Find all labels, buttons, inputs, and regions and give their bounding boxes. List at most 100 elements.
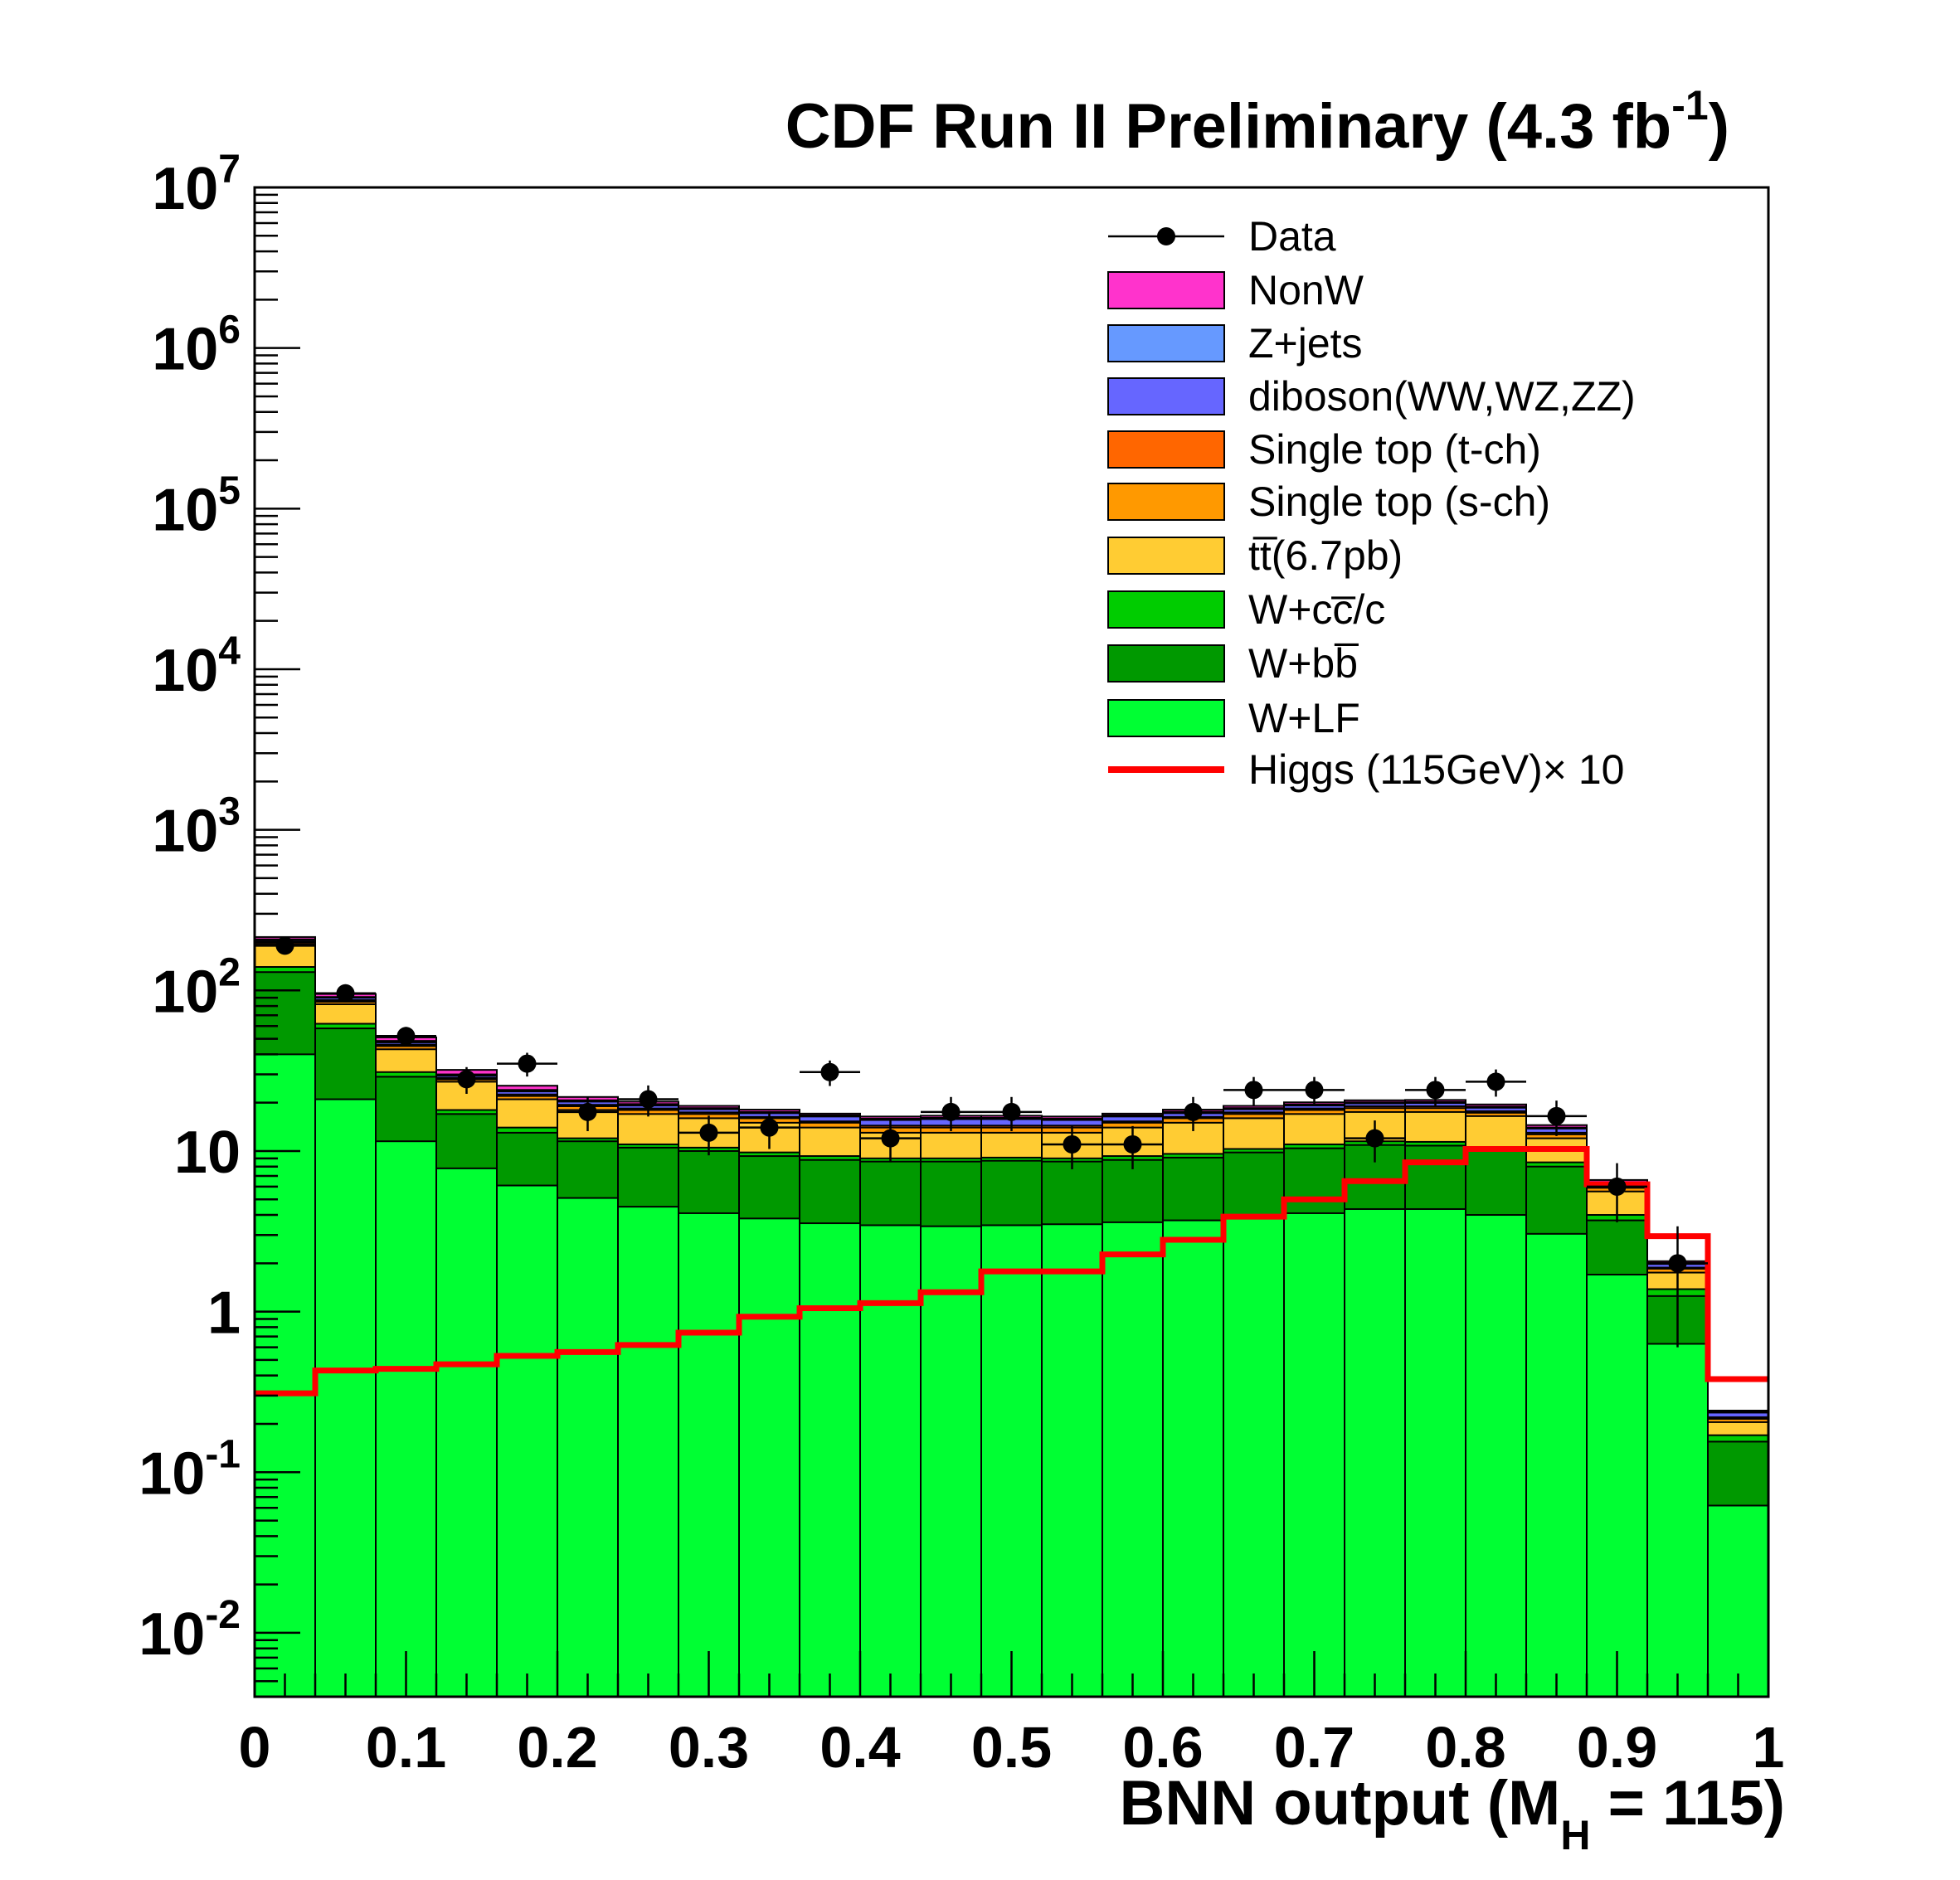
bar-w-lf-20 (1465, 1214, 1527, 1698)
data-point-8 (739, 1110, 800, 1149)
stacked-background-layer (254, 935, 1769, 1698)
data-point-15 (1163, 1096, 1223, 1131)
y-tick-label-0: 10-2 (139, 1593, 241, 1668)
bar-w-lf-18 (1344, 1207, 1406, 1698)
data-point-6 (618, 1085, 678, 1117)
data-point-7 (678, 1115, 739, 1156)
legend-label-single-top-t-ch: Single top (t-ch) (1248, 426, 1541, 473)
x-tick-label-2: 0.2 (517, 1715, 597, 1780)
legend-label-z-jets: Z+jets (1248, 320, 1363, 367)
legend-label-single-top-s-ch: Single top (s-ch) (1248, 479, 1550, 525)
y-tick-label-base-9: 10 (152, 156, 218, 222)
chart-title-close: ) (1709, 91, 1729, 162)
data-point-marker-19 (1426, 1081, 1445, 1100)
y-tick-label-2: 1 (207, 1280, 241, 1347)
legend-swatch-w-cc-c (1107, 590, 1225, 629)
bar-w-lf-12 (980, 1224, 1043, 1698)
y-tick-label-base-3: 10 (174, 1120, 241, 1186)
bar-w-lf-3 (435, 1167, 498, 1698)
legend-swatch-z-jets (1107, 324, 1225, 362)
data-point-marker-9 (820, 1062, 839, 1081)
bar-w-lf-9 (799, 1222, 861, 1698)
legend-item-w-bb: W+bb̅ (1107, 640, 1359, 687)
data-point-19 (1405, 1076, 1466, 1106)
x-tick-label-8: 0.8 (1425, 1715, 1505, 1780)
y-tick-label-1: 10-1 (139, 1432, 241, 1507)
data-point-marker-3 (457, 1070, 476, 1089)
chart-title: CDF Run II Preliminary (4.3 fb-1) (785, 82, 1729, 162)
data-point-10 (860, 1120, 921, 1163)
y-tick-label-base-6: 10 (152, 638, 218, 704)
data-point-3 (436, 1066, 497, 1095)
bar-w-lf-13 (1041, 1223, 1103, 1698)
legend-swatch-single-top-t-ch (1107, 430, 1225, 469)
y-tick-label-exponent-0: -2 (205, 1593, 241, 1637)
x-axis-title-main: BNN output (M (1120, 1768, 1561, 1839)
data-point-9 (800, 1060, 860, 1086)
data-point-21 (1526, 1100, 1587, 1136)
data-point-marker-20 (1486, 1072, 1505, 1091)
y-tick-label-exponent-4: 2 (218, 950, 241, 994)
legend-item-w-cc-c: W+cc̅/c (1107, 586, 1385, 633)
legend-item-tt-6-7pb: tt̅(6.7pb) (1107, 532, 1403, 579)
bar-w-lf-21 (1525, 1232, 1588, 1698)
chart-title-main: CDF Run II Preliminary (4.3 fb (785, 91, 1671, 162)
bar-w-lf-23 (1646, 1343, 1709, 1698)
x-tick-label-1: 0.1 (366, 1715, 446, 1780)
data-point-0 (255, 936, 315, 955)
data-point-23 (1647, 1226, 1708, 1348)
legend-item-diboson-ww-wz-zz: diboson(WW,WZ,ZZ) (1107, 373, 1636, 420)
y-tick-label-8: 106 (152, 308, 241, 383)
y-tick-label-7: 105 (152, 469, 241, 543)
data-point-marker-5 (578, 1102, 597, 1121)
data-point-18 (1345, 1120, 1405, 1163)
x-tick-label-7: 0.7 (1274, 1715, 1354, 1780)
x-tick-label-6: 0.6 (1122, 1715, 1203, 1780)
bar-w-lf-16 (1223, 1216, 1285, 1698)
bar-w-lf-15 (1162, 1219, 1224, 1698)
legend-label-nonw: NonW (1248, 267, 1364, 313)
data-point-marker-7 (699, 1123, 718, 1142)
legend-item-single-top-s-ch: Single top (s-ch) (1107, 479, 1550, 525)
higgs-signal-layer (255, 1145, 1768, 1397)
legend-swatch-tt-6-7pb (1107, 537, 1225, 575)
y-tick-label-exponent-9: 7 (218, 148, 241, 192)
legend-label-w-cc-c: W+cc̅/c (1248, 586, 1385, 633)
legend-swatch-single-top-s-ch (1107, 483, 1225, 521)
data-point-marker-23 (1668, 1254, 1687, 1273)
x-tick-label-5: 0.5 (971, 1715, 1052, 1780)
bar-w-lf-6 (617, 1206, 679, 1698)
y-tick-label-9: 107 (152, 148, 241, 222)
y-tick-label-exponent-7: 5 (218, 469, 241, 513)
y-tick-label-5: 103 (152, 790, 241, 865)
y-tick-label-3: 10 (174, 1120, 241, 1186)
bar-w-lf-24 (1707, 1504, 1769, 1698)
legend-swatch-w-bb (1107, 644, 1225, 683)
legend-swatch-w-lf (1107, 699, 1225, 737)
y-tick-label-exponent-8: 6 (218, 308, 241, 352)
bar-w-lf-8 (738, 1217, 800, 1698)
data-point-marker-1 (336, 984, 355, 1003)
x-tick-label-10: 1 (1753, 1715, 1785, 1780)
legend-label-w-bb: W+bb̅ (1248, 640, 1359, 687)
legend-item-single-top-t-ch: Single top (t-ch) (1107, 426, 1541, 473)
y-tick-label-base-1: 10 (139, 1440, 205, 1507)
bar-w-lf-19 (1404, 1207, 1466, 1698)
legend-data-marker (1157, 227, 1175, 245)
y-tick-label-base-4: 10 (152, 959, 218, 1025)
x-tick-label-3: 0.3 (669, 1715, 749, 1780)
data-point-2 (376, 1027, 436, 1047)
data-point-marker-6 (639, 1090, 658, 1109)
legend-item-data: Data (1108, 213, 1336, 260)
bar-w-lf-4 (496, 1184, 558, 1698)
legend: Data NonW Z+jets diboson(WW,WZ,ZZ) Single to… (1107, 213, 1636, 793)
data-point-12 (981, 1096, 1042, 1131)
data-point-marker-16 (1244, 1081, 1263, 1100)
legend-label-data: Data (1248, 213, 1336, 260)
series-w-lf (254, 1053, 1769, 1698)
y-tick-label-6: 104 (152, 629, 241, 704)
data-point-22 (1587, 1163, 1647, 1222)
y-tick-label-base-0: 10 (139, 1601, 205, 1668)
data-point-14 (1102, 1125, 1163, 1169)
